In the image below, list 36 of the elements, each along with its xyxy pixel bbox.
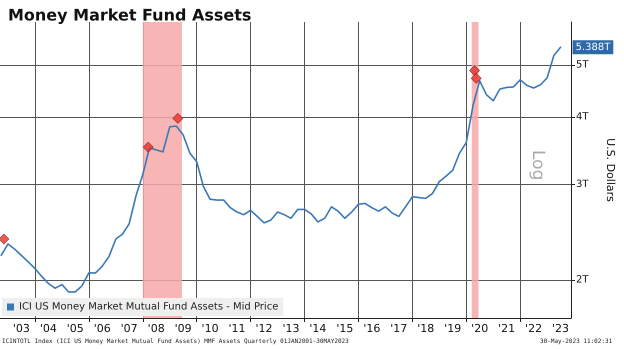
y-tick-label: 2T (576, 274, 590, 286)
x-tick-label: '23 (552, 322, 570, 335)
chart-title: Money Market Fund Assets (8, 6, 252, 24)
x-tick-label: '03 (12, 322, 30, 335)
x-tick-label: '20 (471, 322, 488, 335)
x-tick-label: '22 (525, 322, 542, 335)
data-label: 5.388T (576, 42, 612, 53)
x-tick-label: '15 (336, 322, 354, 335)
x-tick-label: '10 (202, 322, 219, 335)
x-tick-label: '16 (363, 322, 380, 335)
y-tick-label: 4T (576, 112, 590, 123)
annotation: Log (528, 150, 548, 180)
x-tick-label: '14 (309, 322, 326, 335)
x-tick-label: '07 (120, 322, 138, 335)
x-tick-label: '17 (390, 322, 408, 335)
x-tick-label: '11 (228, 322, 246, 335)
x-tick-label: '21 (498, 322, 516, 335)
point (172, 113, 184, 124)
x-tick-label: '04 (40, 322, 57, 335)
x-tick-label: '08 (148, 322, 165, 335)
x-tick-label: '12 (256, 322, 273, 335)
point (0, 234, 10, 244)
x-tick-label: '18 (417, 322, 434, 335)
x-tick-label: '09 (174, 322, 192, 335)
y-axis-title: U.S. Dollars (604, 138, 617, 202)
point (469, 65, 480, 76)
point (142, 142, 154, 152)
y-tick-label: 3T (576, 179, 590, 190)
point (470, 73, 482, 84)
x-tick-label: '05 (66, 322, 84, 335)
x-tick-label: '19 (444, 322, 462, 335)
y-tick-label: 5T (576, 59, 590, 70)
line-series (0, 46, 562, 293)
x-tick-label: '13 (282, 322, 300, 335)
x-tick-label: '06 (94, 322, 111, 335)
legend-label: ICI US Money Market Mutual Fund Assets - Mid Price (19, 302, 278, 312)
